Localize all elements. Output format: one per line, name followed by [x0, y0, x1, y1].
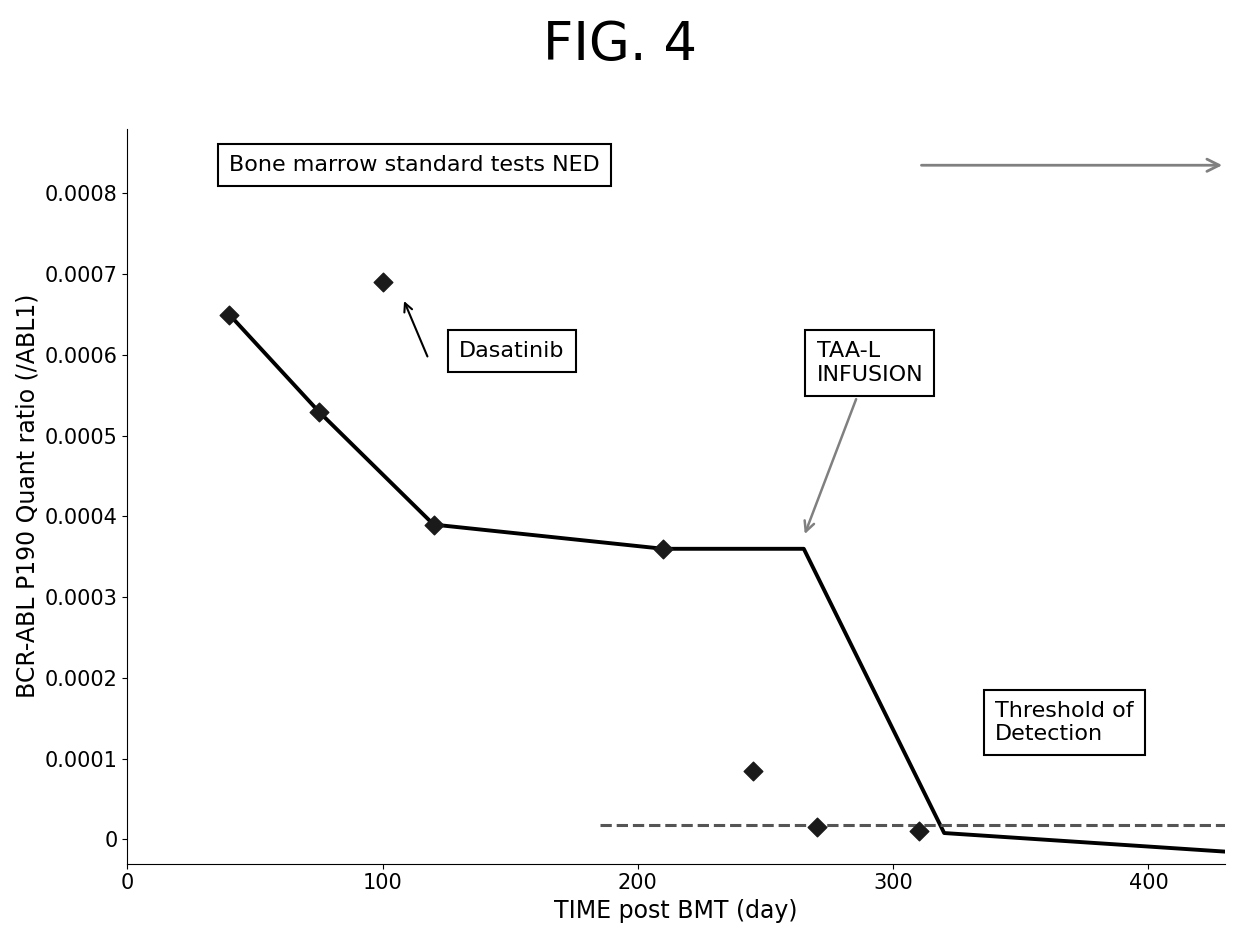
X-axis label: TIME post BMT (day): TIME post BMT (day): [554, 899, 797, 923]
Text: TAA-L
INFUSION: TAA-L INFUSION: [805, 341, 923, 532]
Point: [807, 820, 827, 835]
Point: [219, 307, 239, 322]
Text: Dasatinib: Dasatinib: [459, 340, 564, 361]
Point: [743, 764, 763, 779]
Text: FIG. 4: FIG. 4: [543, 19, 697, 70]
Point: [909, 824, 929, 839]
Text: Bone marrow standard tests NED: Bone marrow standard tests NED: [229, 155, 600, 175]
Point: [373, 275, 393, 290]
Point: [653, 541, 673, 556]
Point: [309, 404, 329, 419]
Text: Threshold of
Detection: Threshold of Detection: [996, 701, 1133, 744]
Point: [424, 517, 444, 532]
Y-axis label: BCR-ABL P190 Quant ratio (/ABL1): BCR-ABL P190 Quant ratio (/ABL1): [15, 295, 38, 699]
